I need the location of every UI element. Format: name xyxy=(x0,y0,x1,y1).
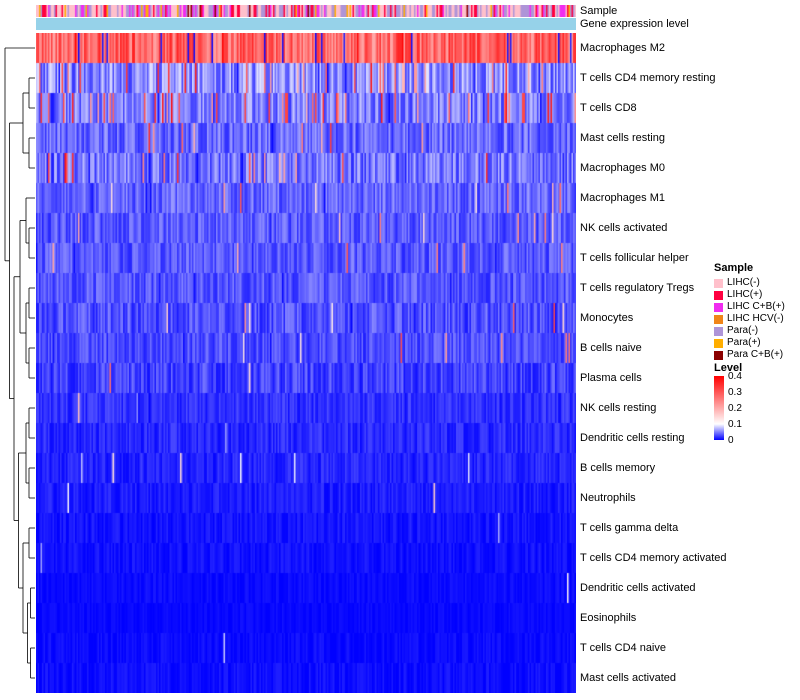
row-label: Macrophages M2 xyxy=(580,42,665,54)
expression-annotation-bar xyxy=(36,18,576,30)
row-label: NK cells activated xyxy=(580,222,668,234)
row-label: Macrophages M0 xyxy=(580,162,665,174)
legend-swatch xyxy=(714,278,723,288)
row-labels: Macrophages M2 T cells CD4 memory resting… xyxy=(580,33,798,693)
row-label: T cells CD4 memory resting xyxy=(580,72,716,84)
row-label: T cells CD4 naive xyxy=(580,642,666,654)
level-ticks: 0.4 0.3 0.2 0.1 0 xyxy=(728,372,768,446)
legend-item: LIHC(-) xyxy=(714,277,785,289)
legend-swatch xyxy=(714,314,723,324)
row-label: T cells gamma delta xyxy=(580,522,679,534)
legend-swatch xyxy=(714,290,723,300)
row-label: Dendritic cells resting xyxy=(580,432,685,444)
row-label: NK cells resting xyxy=(580,402,657,414)
row-label: Macrophages M1 xyxy=(580,192,665,204)
legend-item-label: Para(+) xyxy=(727,337,761,348)
level-tick-label: 0.4 xyxy=(728,371,742,382)
row-label: Eosinophils xyxy=(580,612,637,624)
legend-sample-title: Sample xyxy=(714,262,754,274)
legend-item-label: LIHC(-) xyxy=(727,277,760,288)
legend-item-label: LIHC(+) xyxy=(727,289,763,300)
legend-item-label: Para(-) xyxy=(727,325,759,336)
legend-item: LIHC C+B(+) xyxy=(714,301,785,313)
row-label: T cells CD8 xyxy=(580,102,637,114)
legend-swatch xyxy=(714,326,723,336)
sample-annotation-bar xyxy=(36,5,576,17)
legend-item: LIHC HCV(-) xyxy=(714,313,785,325)
row-label: Mast cells resting xyxy=(580,132,665,144)
legend-swatch xyxy=(714,302,723,312)
row-label: T cells regulatory Tregs xyxy=(580,282,695,294)
level-tick-label: 0 xyxy=(728,435,734,446)
expression-annotation-label: Gene expression level xyxy=(580,18,689,30)
row-label: B cells memory xyxy=(580,462,656,474)
row-label: T cells CD4 memory activated xyxy=(580,552,727,564)
sample-annotation-label: Sample xyxy=(580,5,618,17)
row-label: Mast cells activated xyxy=(580,672,676,684)
level-tick-label: 0.1 xyxy=(728,419,742,430)
level-tick-label: 0.3 xyxy=(728,387,742,398)
legend-level-title: Level xyxy=(714,362,743,374)
legend-item: Para C+B(+) xyxy=(714,349,785,361)
legend-sample-items: LIHC(-) LIHC(+) LIHC C+B(+) LIHC HCV(-) Para… xyxy=(714,277,785,361)
level-tick-label: 0.2 xyxy=(728,403,742,414)
level-gradient-bar xyxy=(714,376,724,440)
row-label: Monocytes xyxy=(580,312,634,324)
row-dendrogram xyxy=(4,47,35,679)
legend-swatch xyxy=(714,338,723,348)
legend-item: Para(+) xyxy=(714,337,785,349)
legend-item-label: LIHC C+B(+) xyxy=(727,301,785,312)
legend-item-label: LIHC HCV(-) xyxy=(727,313,784,324)
legend-item: LIHC(+) xyxy=(714,289,785,301)
row-label: T cells follicular helper xyxy=(580,252,689,264)
row-label: Neutrophils xyxy=(580,492,636,504)
legend-item-label: Para C+B(+) xyxy=(727,349,784,360)
legend-swatch xyxy=(714,350,723,360)
heatmap-canvas xyxy=(36,33,576,693)
legend-item: Para(-) xyxy=(714,325,785,337)
row-label: B cells naive xyxy=(580,342,642,354)
row-label: Plasma cells xyxy=(580,372,642,384)
row-label: Dendritic cells activated xyxy=(580,582,696,594)
